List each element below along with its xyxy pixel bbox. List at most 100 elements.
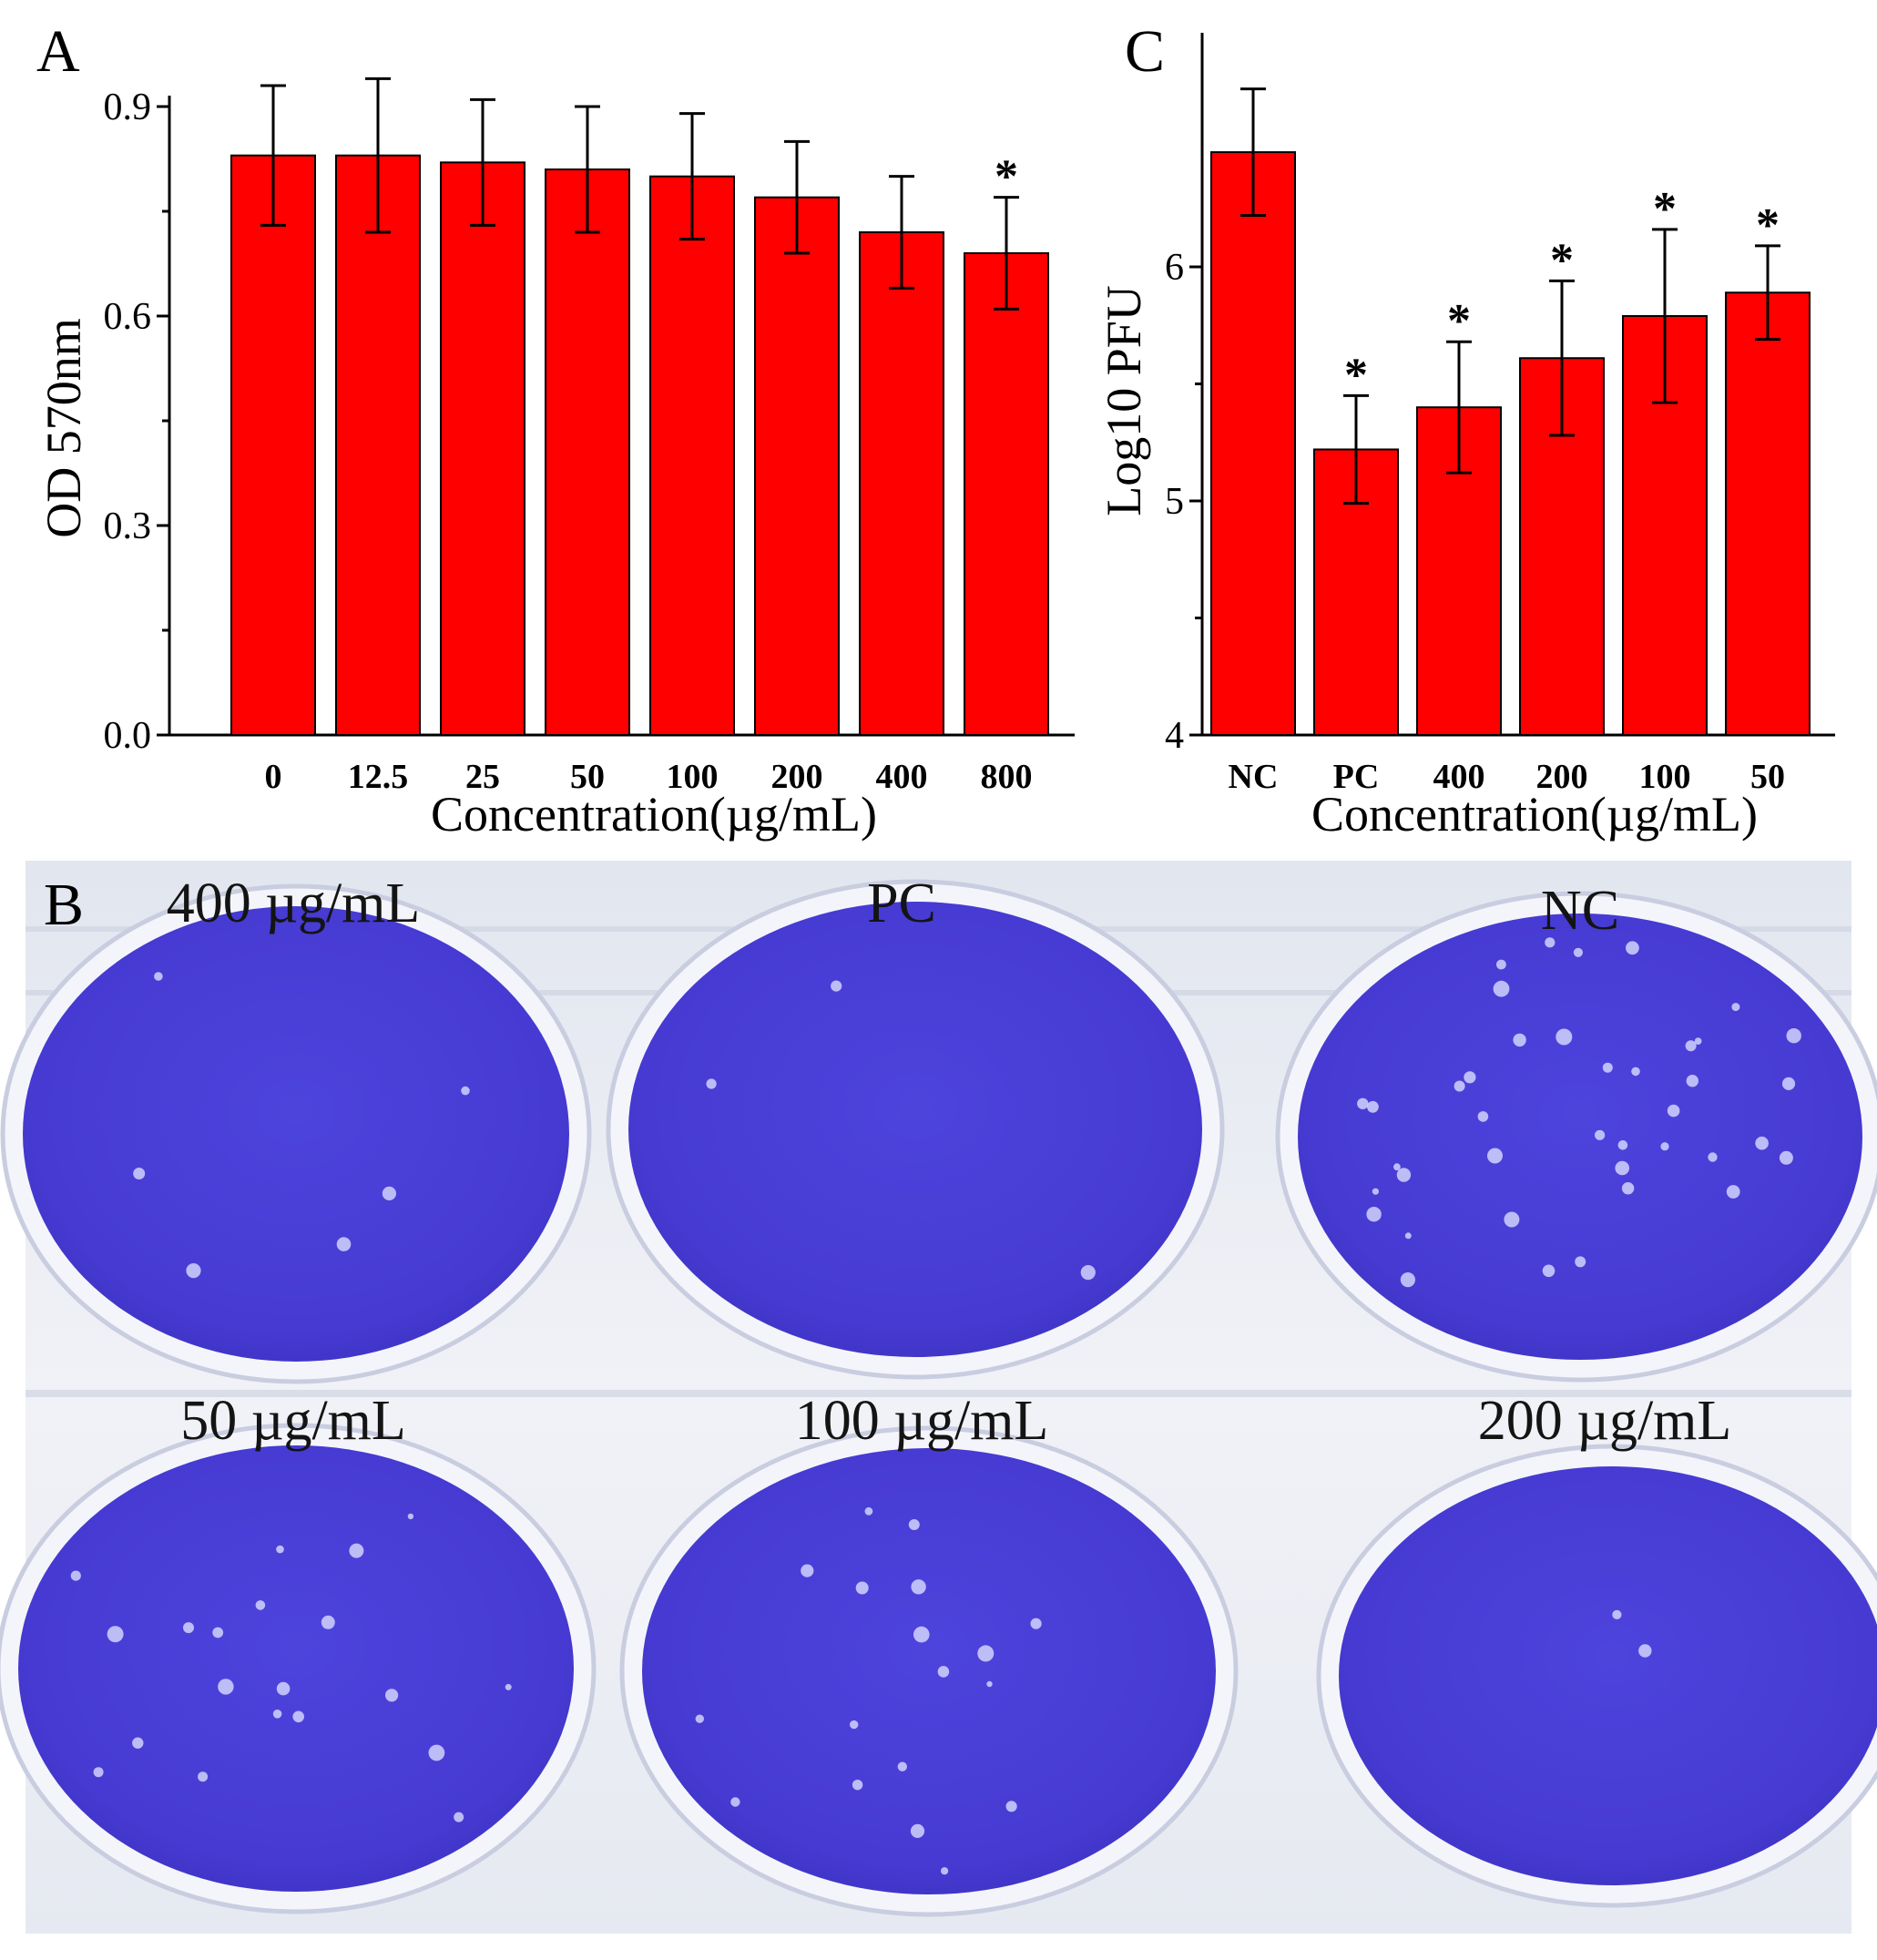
plaque — [1493, 980, 1510, 997]
plaque — [212, 1627, 224, 1638]
significance-star-PC: * — [1344, 349, 1368, 401]
panel-c-letter: C — [1125, 18, 1165, 85]
panel-a-y-axis-title: OD 570nm — [36, 318, 91, 538]
plaque — [198, 1771, 209, 1782]
well-stain — [628, 902, 1202, 1357]
plaque — [1708, 1152, 1718, 1162]
plaque — [908, 1519, 920, 1530]
plaque — [1617, 1140, 1628, 1150]
x-tick-label-12.5: 12.5 — [348, 758, 409, 796]
plaque — [1513, 1033, 1526, 1047]
y-tick-label: 4 — [1165, 715, 1184, 757]
well-2 — [606, 879, 1225, 1380]
y-tick-label: 0.9 — [104, 87, 152, 128]
panel-c-error-bars — [1240, 87, 1780, 505]
plaque — [505, 1683, 512, 1690]
plaque — [897, 1761, 907, 1771]
well-label-50: 50 µg/mL — [180, 1390, 406, 1452]
plaque — [1366, 1207, 1382, 1222]
plaque — [1595, 1129, 1606, 1140]
plaque — [706, 1078, 717, 1089]
plaque — [1694, 1037, 1702, 1045]
plaque — [1454, 1080, 1465, 1092]
bar-0 — [230, 154, 316, 736]
plaque — [1612, 1609, 1622, 1619]
plaque — [1626, 941, 1639, 955]
plaque — [321, 1615, 335, 1629]
plaque — [1487, 1148, 1503, 1164]
bar-200 — [754, 196, 840, 736]
x-tick-label-200: 200 — [1536, 758, 1588, 796]
plaque — [133, 1168, 146, 1179]
y-tick-label: 0.3 — [104, 505, 152, 547]
plaque — [1504, 1211, 1520, 1228]
significance-star-400: * — [1447, 295, 1471, 347]
panel-c-bars — [1210, 151, 1811, 736]
plaque — [1400, 1272, 1415, 1288]
x-tick-label-50: 50 — [570, 758, 605, 796]
x-tick-label-200: 200 — [771, 758, 823, 796]
plaque — [93, 1767, 104, 1778]
panel-a-letter: A — [36, 18, 80, 85]
y-tick-label: 5 — [1165, 481, 1184, 523]
significance-star-200: * — [1550, 234, 1574, 286]
panel-c-y-axis-title: Log10 PFU — [1097, 285, 1151, 516]
plaque — [1685, 1040, 1697, 1052]
plaque — [276, 1681, 291, 1696]
panel-c-y-ticks: 4 5 6 — [1165, 247, 1184, 757]
panel-c-significance: * * * * * — [1344, 183, 1780, 401]
plaque — [1393, 1163, 1401, 1171]
significance-star-800: * — [995, 151, 1018, 203]
plaque — [1667, 1104, 1680, 1118]
plaque — [1615, 1160, 1629, 1176]
plaque — [255, 1600, 266, 1610]
plaque — [801, 1564, 814, 1577]
well-label-pc: PC — [867, 873, 936, 934]
plaque — [461, 1086, 470, 1096]
plaque — [336, 1237, 352, 1251]
x-tick-label-800: 800 — [981, 758, 1033, 796]
bar-100 — [649, 175, 735, 736]
plaque — [1660, 1142, 1669, 1151]
x-tick-label-50: 50 — [1750, 758, 1785, 796]
significance-star-50: * — [1756, 199, 1780, 251]
plaque — [107, 1626, 124, 1643]
x-tick-label-100: 100 — [1639, 758, 1691, 796]
plaque — [1556, 1028, 1573, 1046]
x-tick-label-PC: PC — [1333, 758, 1380, 796]
plaque — [1631, 1067, 1640, 1077]
plaque — [1731, 1003, 1740, 1012]
bar-25 — [440, 161, 525, 737]
y-tick-label: 0.6 — [104, 296, 152, 338]
plaque — [1357, 1097, 1369, 1110]
plaque — [852, 1780, 863, 1791]
plaque — [850, 1720, 859, 1730]
x-tick-label-400: 400 — [876, 758, 928, 796]
panel-a-y-ticks: 0.0 0.3 0.6 0.9 — [104, 87, 152, 757]
plaque — [1542, 1264, 1556, 1278]
plaque — [70, 1570, 81, 1581]
plaque — [1686, 1075, 1699, 1087]
plaque — [1080, 1265, 1096, 1281]
plaque — [1404, 1232, 1412, 1240]
panel-a-bars — [230, 154, 1049, 737]
x-tick-label-NC: NC — [1229, 758, 1279, 796]
well-stain — [23, 906, 569, 1362]
plaque — [1030, 1618, 1042, 1629]
plaque — [1726, 1185, 1740, 1199]
panel-c-x-ticks: NC PC 400 200 100 50 — [1229, 758, 1785, 796]
plaque — [454, 1812, 464, 1822]
plaque — [276, 1545, 284, 1554]
plaque — [1786, 1028, 1801, 1044]
well-label-200: 200 µg/mL — [1478, 1390, 1732, 1452]
plaque — [132, 1737, 144, 1749]
plaque — [1638, 1644, 1652, 1658]
panel-a-significance: * — [995, 151, 1018, 203]
well-1 — [0, 883, 592, 1384]
bar-12.5 — [335, 154, 421, 736]
panel-b-letter: B — [44, 872, 84, 938]
plaque — [385, 1689, 399, 1702]
well-stain — [18, 1445, 574, 1892]
wells — [0, 879, 1877, 1917]
plaque — [937, 1666, 950, 1678]
